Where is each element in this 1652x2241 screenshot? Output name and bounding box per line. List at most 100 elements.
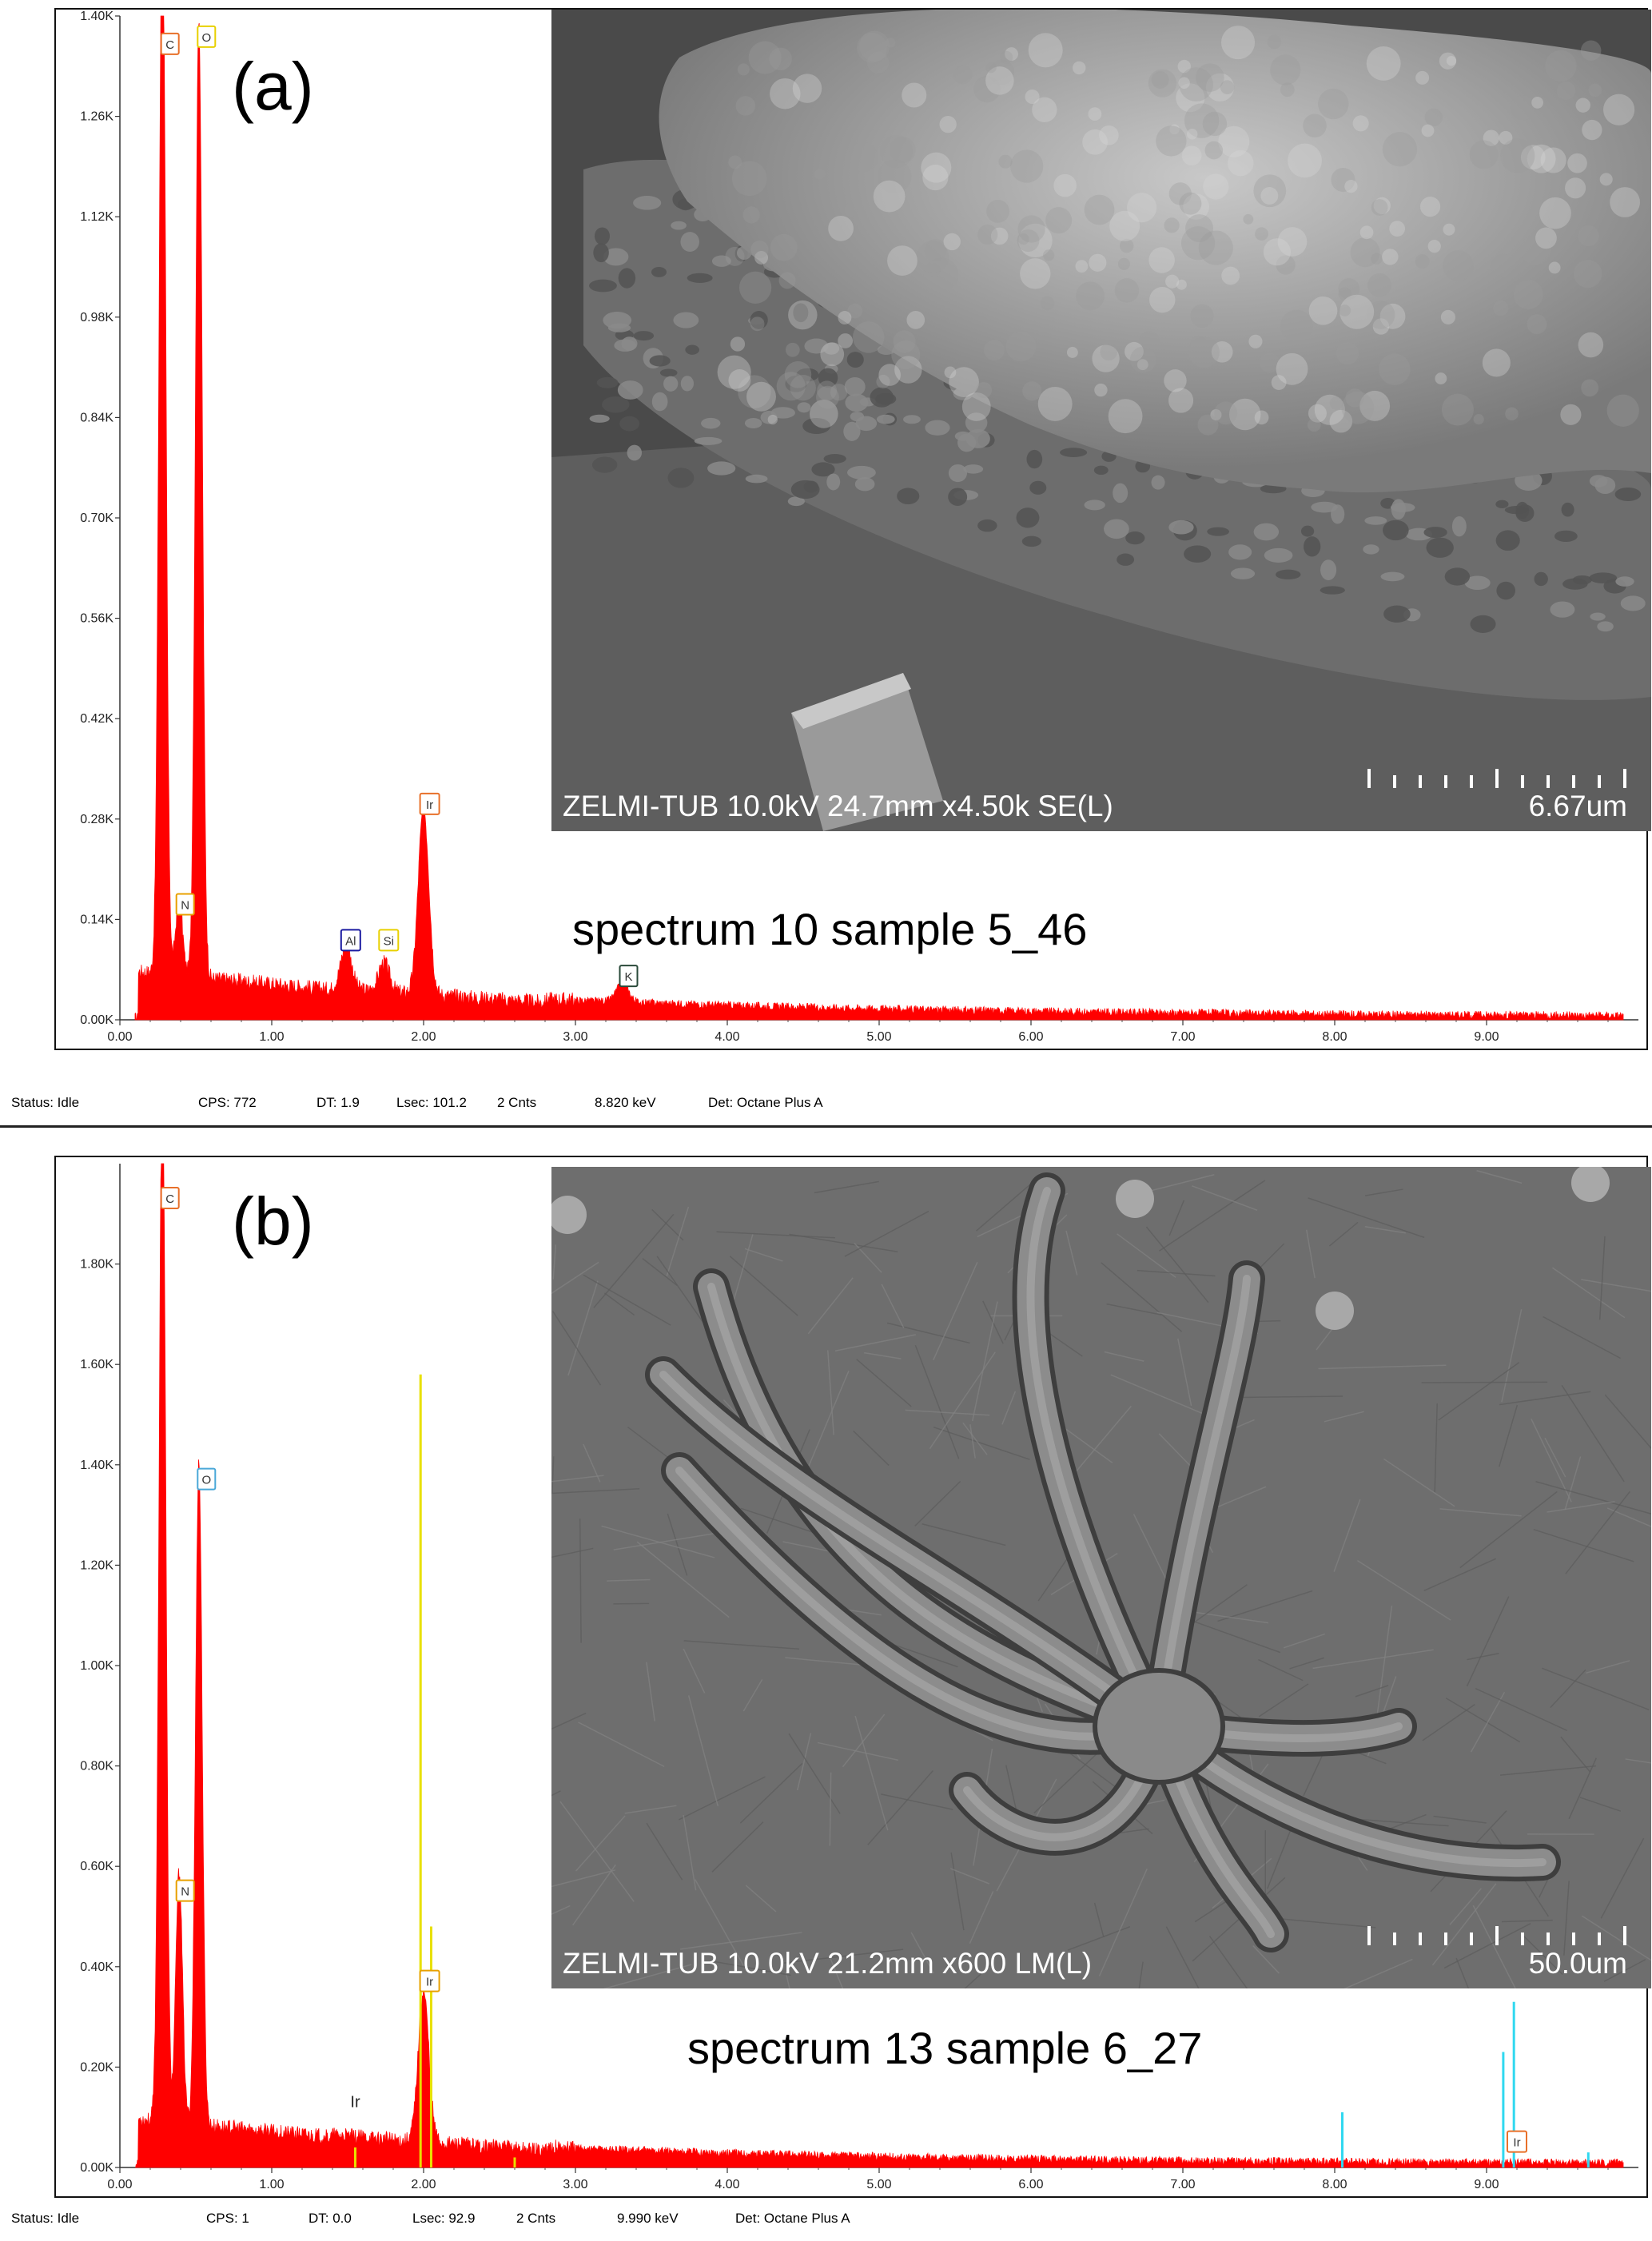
element-plain-label: Ir (350, 2094, 360, 2112)
scale-tick (1444, 1933, 1447, 1945)
cps-value: CPS: 1 (206, 2211, 249, 2226)
panel-a: 0.00K 0.14K 0.28K 0.42K 0.56K 0.70K 0.84K 0.98K… (0, 0, 1652, 1119)
element-label-text: O (201, 1474, 211, 1487)
x-tick-label: 4.00 (715, 2178, 739, 2191)
kev-value: 8.820 keV (595, 1095, 656, 1110)
scale-tick (1623, 769, 1626, 788)
element-label: Ir (419, 792, 440, 815)
x-tick-label: 9.00 (1474, 2178, 1499, 2191)
counts-value: 2 Cnts (516, 2211, 556, 2226)
scale-tick (1444, 775, 1447, 788)
cap-surface (659, 10, 1651, 493)
scale-tick (1623, 1926, 1626, 1945)
element-label: Ir (1507, 2130, 1527, 2153)
y-tick-label: 0.98K (80, 311, 113, 324)
x-tick-label: 4.00 (715, 1030, 739, 1044)
x-tick-label: 1.00 (259, 1030, 284, 1044)
element-label: O (197, 25, 217, 48)
y-tick-label: 0.42K (80, 712, 113, 726)
debris-particle (1316, 1292, 1354, 1330)
y-tick-label: 0.28K (80, 813, 113, 826)
dt-value: DT: 0.0 (309, 2211, 352, 2226)
spectrum-label-a: spectrum 10 sample 5_46 (572, 904, 1088, 954)
scale-tick (1367, 769, 1371, 788)
x-tick-label: 2.00 (411, 2178, 436, 2191)
y-tick-label: 1.26K (80, 110, 113, 124)
x-tick-label: 8.00 (1322, 2178, 1347, 2191)
sem-micrograph-b (551, 1167, 1651, 1988)
x-tick-label: 5.00 (866, 1030, 891, 1044)
status-bar-a: Status: Idle CPS: 772 DT: 1.9 Lsec: 101.… (0, 1095, 1652, 1119)
element-label-text: Al (345, 934, 356, 948)
scale-tick (1495, 1926, 1499, 1945)
scale-tick (1419, 775, 1422, 788)
element-label: Ir (419, 1969, 440, 1992)
element-label-text: C (165, 38, 174, 52)
sem-scale-label-b: 50.0um (1528, 1947, 1627, 1980)
detector-value: Det: Octane Plus A (708, 1095, 823, 1110)
x-tick-label: 1.00 (259, 2178, 284, 2191)
element-label: N (175, 1879, 195, 1902)
x-tick-label: 3.00 (563, 1030, 587, 1044)
x-tick-label: 5.00 (866, 2178, 891, 2191)
scale-tick (1393, 1933, 1396, 1945)
sem-image-a: ZELMI-TUB 10.0kV 24.7mm x4.50k SE(L) 6.6… (551, 10, 1651, 831)
scale-tick (1598, 775, 1601, 788)
x-tick-label: 0.00 (107, 2178, 132, 2191)
spectrum-area (135, 1163, 1624, 2168)
status-text: Status: Idle (11, 1095, 80, 1110)
scale-tick (1419, 1933, 1422, 1945)
y-tick-label: 1.40K (80, 10, 113, 23)
x-tick-label: 3.00 (563, 2178, 587, 2191)
y-tick-label: 0.14K (80, 913, 113, 926)
x-tick-label: 9.00 (1474, 1030, 1499, 1044)
scale-tick (1393, 775, 1396, 788)
scale-tick (1572, 1933, 1575, 1945)
scale-tick (1495, 769, 1499, 788)
panel-label-b: (b) (232, 1184, 314, 1259)
scale-tick (1470, 775, 1473, 788)
element-label-text: Ir (426, 798, 433, 812)
x-tick-label: 2.00 (411, 1030, 436, 1044)
panel-b: 0.00K 0.20K 0.40K 0.60K 0.80K 1.00K 1.20K 1.40K… (0, 1135, 1652, 2241)
lsec-value: Lsec: 92.9 (412, 2211, 476, 2226)
y-tick-label: 0.40K (80, 1960, 113, 1974)
element-label-text: K (624, 970, 632, 984)
scale-tick (1521, 775, 1524, 788)
element-label: K (619, 965, 639, 988)
cps-value: CPS: 772 (198, 1095, 257, 1110)
x-tick-label: 6.00 (1018, 1030, 1043, 1044)
scale-bar-a (1367, 769, 1626, 788)
y-tick-label: 0.84K (80, 411, 113, 424)
y-tick-label: 0.60K (80, 1860, 113, 1873)
kev-value: 9.990 keV (617, 2211, 679, 2226)
scale-tick (1572, 775, 1575, 788)
element-label-text: C (165, 1192, 174, 1206)
element-label-text: Ir (426, 1976, 433, 1989)
element-label: C (160, 32, 180, 55)
y-tick-label: 1.20K (80, 1558, 113, 1572)
debris-particle (1116, 1180, 1154, 1218)
scale-tick (1547, 1933, 1550, 1945)
sem-micrograph-a (551, 10, 1651, 831)
scale-tick (1547, 775, 1550, 788)
element-label-text: Ir (1513, 2136, 1520, 2150)
sem-image-b: ZELMI-TUB 10.0kV 21.2mm x600 LM(L) 50.0u… (551, 1167, 1651, 1988)
scale-tick (1367, 1926, 1371, 1945)
element-label-text: N (181, 898, 189, 912)
y-tick-label: 1.80K (80, 1258, 113, 1272)
counts-value: 2 Cnts (497, 1095, 537, 1110)
panel-label-a: (a) (232, 49, 314, 124)
element-label-text: N (181, 1885, 189, 1899)
status-text: Status: Idle (11, 2211, 80, 2226)
scale-bar-b (1367, 1926, 1626, 1945)
y-tick-label: 0.00K (80, 2161, 113, 2175)
debris-particle (551, 1196, 587, 1234)
element-label: Si (378, 929, 400, 952)
y-tick-label: 0.70K (80, 511, 113, 525)
sem-caption-b: ZELMI-TUB 10.0kV 21.2mm x600 LM(L) (563, 1947, 1093, 1980)
scale-tick (1470, 1933, 1473, 1945)
spectrum-label-b: spectrum 13 sample 6_27 (687, 2023, 1203, 2073)
element-label: C (160, 1186, 180, 1209)
debris-particle (1571, 1167, 1610, 1202)
